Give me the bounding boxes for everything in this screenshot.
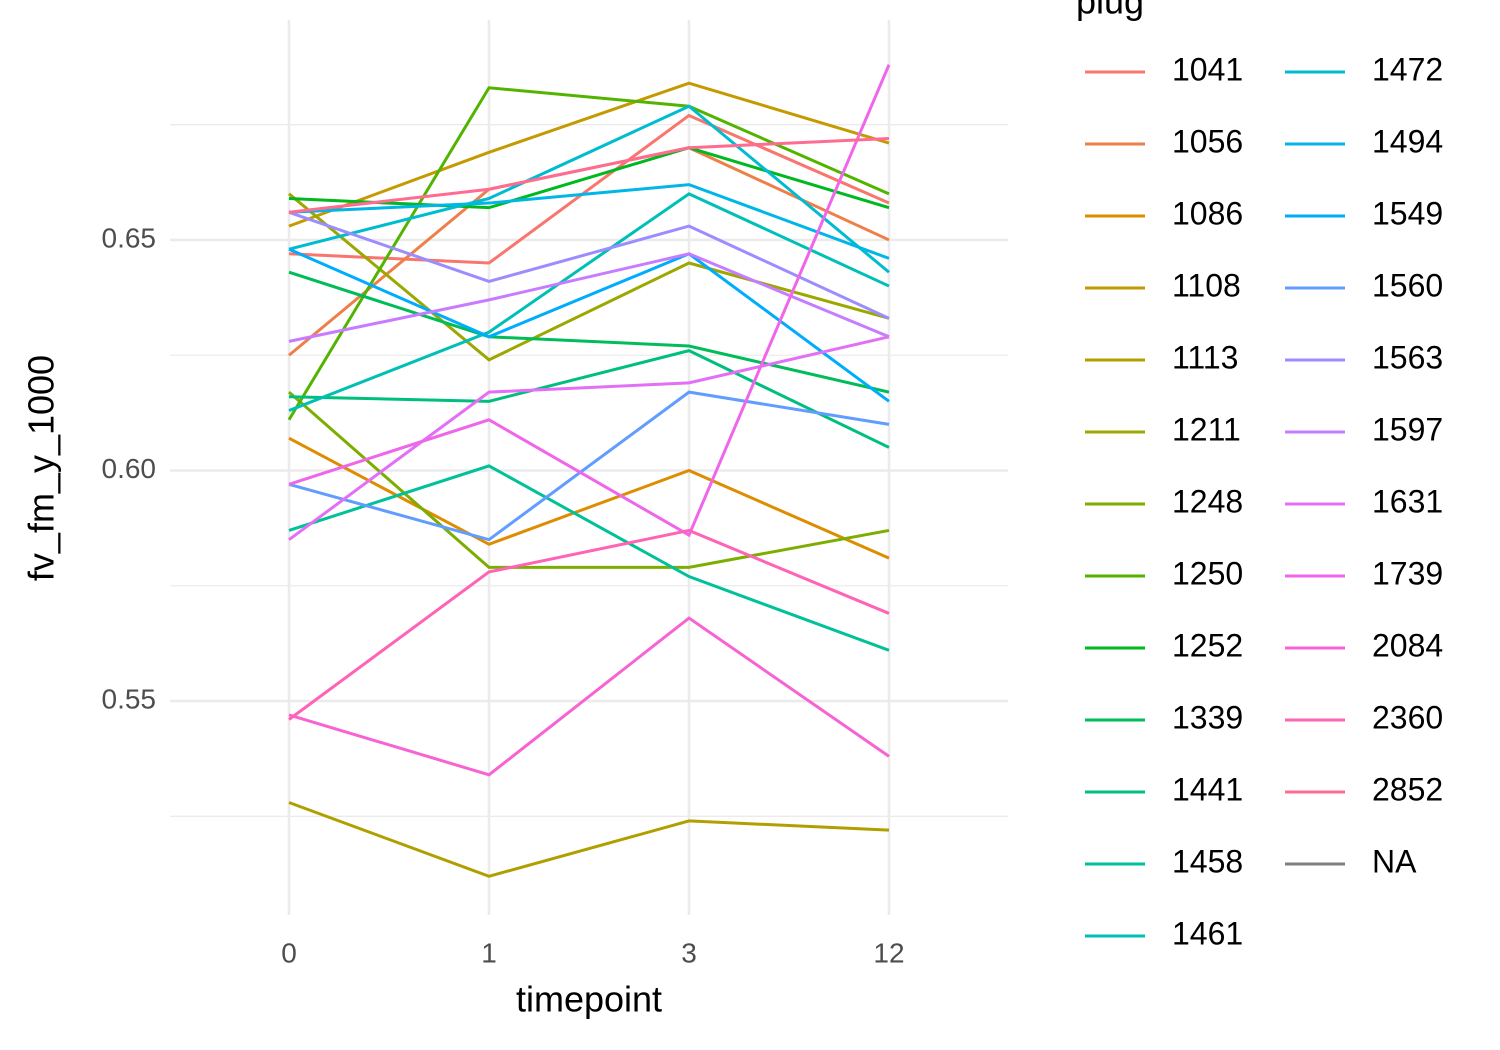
y-tick-label: 0.60 — [102, 453, 157, 484]
series-line — [288, 528, 890, 721]
x-tick-label: 0 — [281, 937, 297, 968]
series-line — [288, 113, 890, 265]
legend-label: 2852 — [1372, 771, 1443, 807]
series-line — [288, 616, 890, 777]
legend-label: 1211 — [1172, 411, 1241, 447]
legend-label: 1461 — [1172, 915, 1243, 951]
x-tick-label: 3 — [681, 937, 697, 968]
legend-title: plug — [1076, 0, 1144, 22]
legend-label: 1441 — [1172, 771, 1243, 807]
series-line — [288, 104, 890, 274]
legend-label: 1549 — [1372, 195, 1443, 231]
legend-label: 1248 — [1172, 483, 1243, 519]
series-line — [288, 270, 890, 394]
x-tick-label: 1 — [481, 937, 497, 968]
legend-label: 1339 — [1172, 699, 1243, 735]
y-tick-label: 0.55 — [102, 683, 157, 714]
legend-label: 1494 — [1372, 123, 1443, 159]
legend-label: 1458 — [1172, 843, 1243, 879]
legend-label: 1086 — [1172, 195, 1243, 231]
legend-label: 1041 — [1172, 51, 1243, 87]
series-line — [288, 137, 890, 214]
x-axis-title: timepoint — [516, 979, 662, 1020]
legend-label: 1472 — [1372, 51, 1443, 87]
legend-label: 2084 — [1372, 627, 1443, 663]
series-line — [288, 64, 891, 538]
series-line — [288, 247, 890, 403]
series-line — [288, 801, 890, 878]
legend-label: 2360 — [1372, 699, 1443, 735]
series-line — [288, 390, 890, 542]
y-tick-label: 0.65 — [102, 222, 157, 253]
series-line — [288, 192, 890, 362]
series-line — [288, 252, 890, 343]
legend-label: NA — [1372, 843, 1417, 879]
series-line — [288, 192, 890, 412]
series-line — [287, 86, 890, 421]
legend-label: 1056 — [1172, 123, 1243, 159]
legend-label: 1113 — [1172, 339, 1238, 375]
series-line — [288, 81, 890, 228]
legend-label: 1560 — [1372, 267, 1443, 303]
legend-label: 1631 — [1372, 483, 1443, 519]
legend-label: 1597 — [1372, 411, 1443, 447]
series-line — [288, 183, 890, 260]
legend-label: 1108 — [1172, 267, 1241, 303]
legend-label: 1252 — [1172, 627, 1243, 663]
series-line — [288, 464, 890, 652]
legend-label: 1563 — [1372, 339, 1443, 375]
x-tick-label: 12 — [873, 937, 904, 968]
legend-label: 1739 — [1372, 555, 1443, 591]
series-line — [288, 146, 890, 210]
series-line — [288, 335, 890, 541]
series-line — [288, 390, 890, 569]
series-line — [288, 349, 890, 449]
legend-label: 1250 — [1172, 555, 1243, 591]
y-axis-title: fv_fm_y_1000 — [21, 355, 62, 581]
series-line — [288, 436, 890, 560]
series-line — [288, 210, 890, 320]
